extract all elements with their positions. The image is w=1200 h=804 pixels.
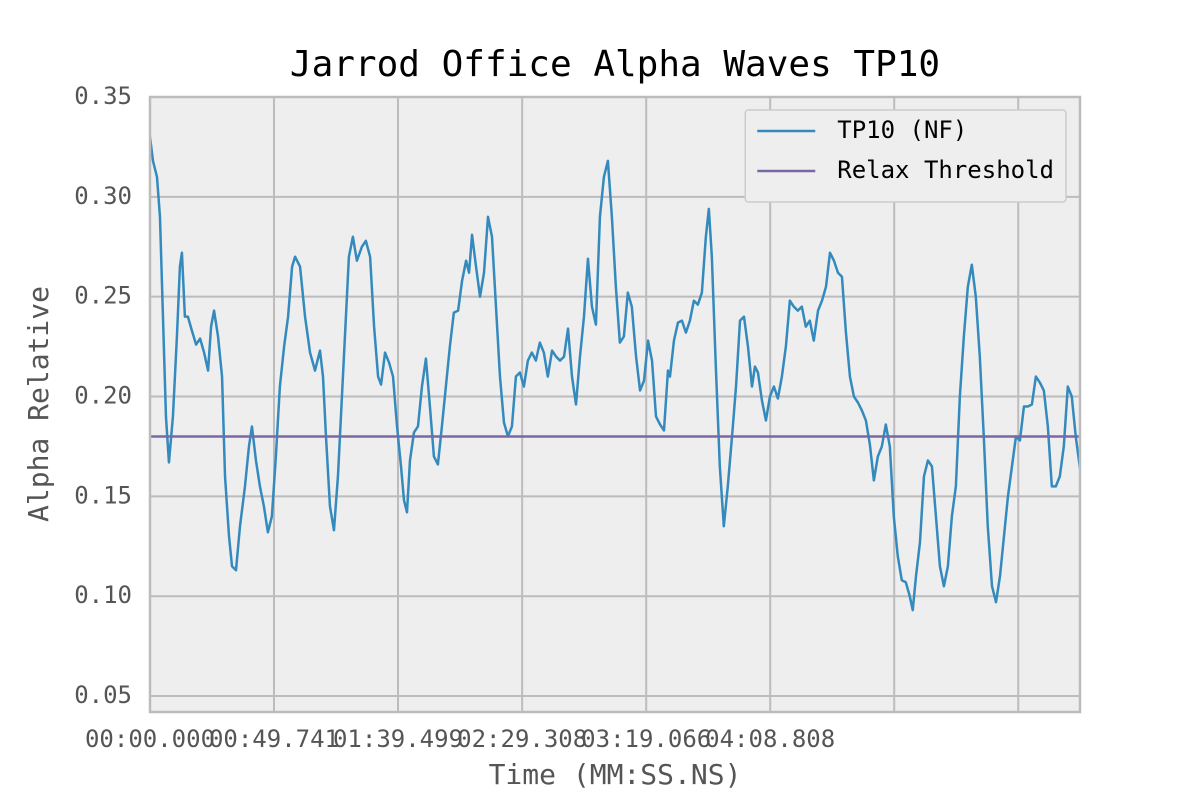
- x-tick-label: 01:39.499: [333, 725, 463, 753]
- x-tick-label: 00:00.000: [85, 725, 215, 753]
- legend-box: [744, 109, 1067, 203]
- x-tick-label: 04:08.808: [705, 725, 835, 753]
- x-tick-label: 02:29.308: [457, 725, 587, 753]
- y-tick-label: 0.20: [74, 382, 132, 410]
- y-axis-label: Alpha Relative: [22, 286, 55, 522]
- y-tick-label: 0.10: [74, 581, 132, 609]
- series-line: [150, 136, 1080, 612]
- legend: TP10 (NF) Relax Threshold: [744, 109, 1067, 203]
- x-tick-label: 00:49.741: [209, 725, 339, 753]
- x-tick-label: 03:19.066: [581, 725, 711, 753]
- y-tick-label: 0.15: [74, 481, 132, 509]
- ticks: 0.05 0.10 0.15 0.20 0.25 0.30 0.35 00:00.00000:…: [74, 82, 835, 753]
- legend-label: Relax Threshold: [837, 156, 1054, 184]
- y-tick-label: 0.25: [74, 282, 132, 310]
- plot-frame: [148, 95, 1082, 714]
- y-tick-label: 0.30: [74, 182, 132, 210]
- lines: [150, 136, 1080, 612]
- chart-title: Jarrod Office Alpha Waves TP10: [290, 44, 940, 85]
- y-tick-label: 0.05: [74, 681, 132, 709]
- legend-label: TP10 (NF): [837, 116, 967, 144]
- x-axis-label: Time (MM:SS.NS): [489, 758, 742, 791]
- y-tick-label: 0.35: [74, 82, 132, 110]
